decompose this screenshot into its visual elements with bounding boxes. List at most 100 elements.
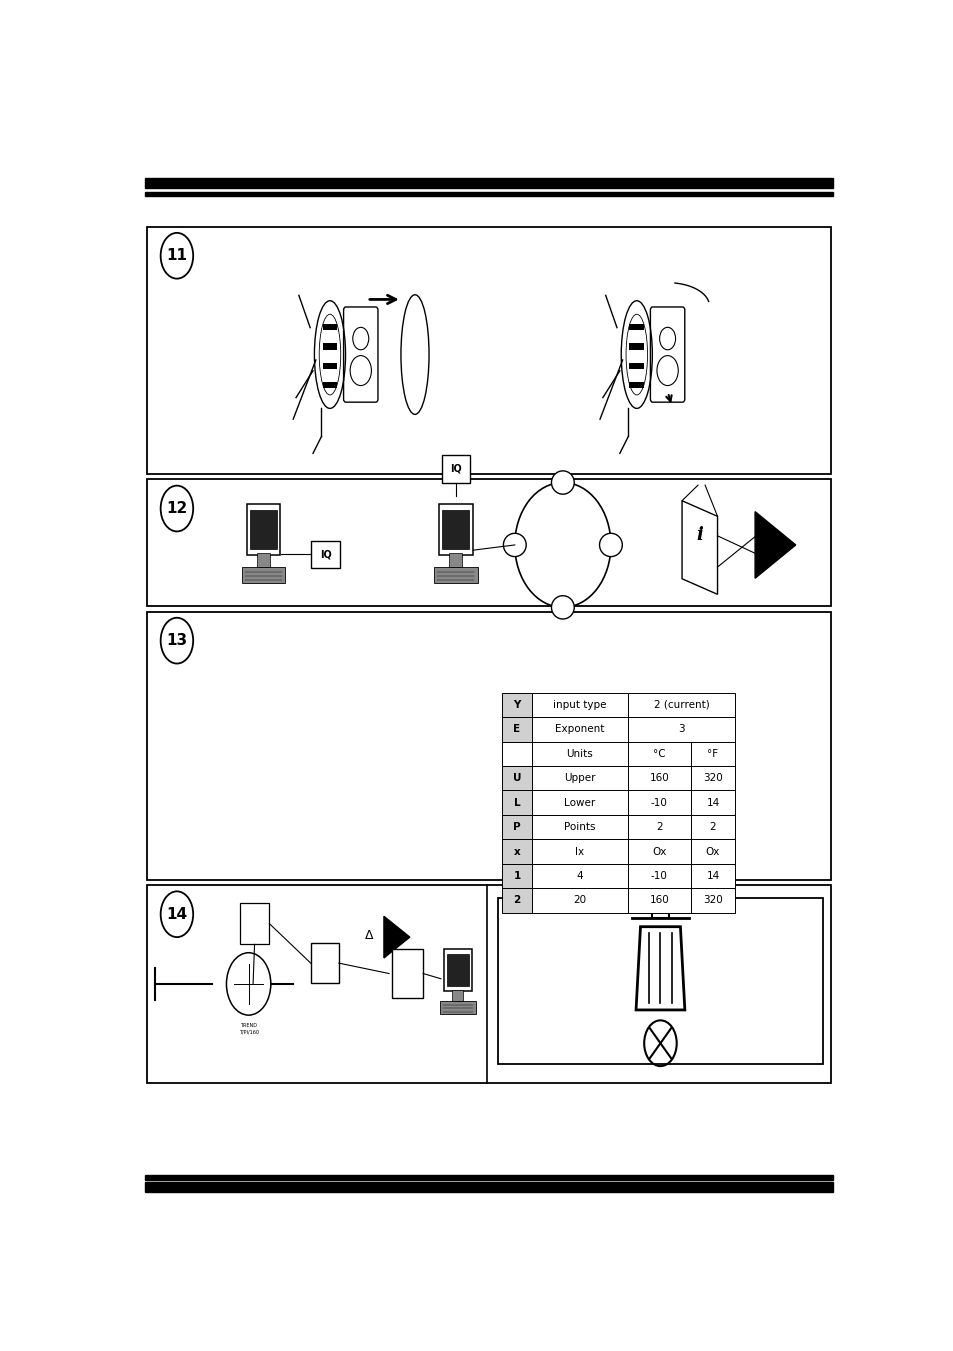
Bar [145,178,832,188]
Text: 11: 11 [166,249,187,263]
Text: -10: -10 [650,797,667,808]
Text: Upper: Upper [563,773,595,784]
Text: E: E [513,724,520,735]
Bar [449,554,462,567]
Text: Ox: Ox [652,847,666,857]
Text: Exponent: Exponent [555,724,604,735]
Text: 4: 4 [576,871,582,881]
Bar [497,897,822,1065]
Bar [531,888,627,913]
Text: Ix: Ix [575,847,584,857]
Text: Units: Units [566,748,593,759]
Bar [322,343,337,350]
Text: 2: 2 [709,823,716,832]
Bar [446,954,469,986]
Text: 13: 13 [166,634,188,648]
Text: P: P [513,823,520,832]
Text: IQ: IQ [449,463,461,474]
Bar [147,885,830,1082]
Text: °F: °F [706,748,718,759]
Bar [629,324,643,331]
Bar [531,815,627,839]
Text: 320: 320 [702,773,722,784]
Ellipse shape [551,471,574,494]
Ellipse shape [598,534,621,557]
Bar [627,742,690,766]
Bar [531,766,627,790]
Text: 3: 3 [678,724,684,735]
Bar [501,888,531,913]
Ellipse shape [503,534,526,557]
Bar [147,227,830,474]
Bar [627,766,690,790]
Bar [501,790,531,815]
Text: TREND
T/PI/160: TREND T/PI/160 [238,1024,258,1035]
Text: 2 (current): 2 (current) [653,700,709,709]
Text: 14: 14 [705,871,719,881]
Bar [627,839,690,863]
Bar [250,511,277,549]
Text: x: x [513,847,519,857]
Bar [690,863,735,888]
Bar [441,455,469,482]
Bar [627,888,690,913]
Text: 320: 320 [702,896,722,905]
Bar [443,950,471,992]
Text: °C: °C [653,748,665,759]
Bar [441,511,469,549]
Bar [501,742,531,766]
Bar [690,790,735,815]
Bar [651,904,669,919]
Bar [241,567,285,582]
Bar [392,948,423,998]
Text: 2: 2 [656,823,662,832]
Text: IQ: IQ [319,550,331,559]
Bar [239,902,269,944]
Bar [438,504,472,555]
Bar [690,766,735,790]
Text: U: U [512,773,520,784]
Bar [627,863,690,888]
Bar [531,717,627,742]
Bar [690,742,735,766]
Bar [531,839,627,863]
Bar [501,863,531,888]
Polygon shape [755,512,795,578]
Bar [439,1001,476,1015]
Bar [629,382,643,389]
Bar [501,693,531,717]
Text: 20: 20 [573,896,586,905]
Bar [629,362,643,369]
Bar [145,1175,832,1179]
Polygon shape [383,916,410,958]
Text: Points: Points [563,823,595,832]
Bar [311,540,339,567]
Text: 2: 2 [513,896,520,905]
Bar [434,567,477,582]
Bar [256,554,270,567]
Bar [690,815,735,839]
Text: 160: 160 [649,896,668,905]
Ellipse shape [551,596,574,619]
Text: 12: 12 [166,501,188,516]
Bar [501,839,531,863]
Text: Lower: Lower [563,797,595,808]
Bar [322,382,337,389]
Bar [501,717,531,742]
Bar [501,766,531,790]
Text: Ox: Ox [705,847,720,857]
Bar [311,943,338,984]
Bar [322,362,337,369]
Bar [531,693,627,717]
Text: -10: -10 [650,871,667,881]
Circle shape [226,952,271,1015]
Text: L: L [513,797,519,808]
Bar [531,742,627,766]
Text: 14: 14 [705,797,719,808]
Bar [322,324,337,331]
Bar [147,612,830,880]
Bar [690,888,735,913]
Bar [145,1182,832,1192]
Bar [629,343,643,350]
Polygon shape [681,501,717,594]
